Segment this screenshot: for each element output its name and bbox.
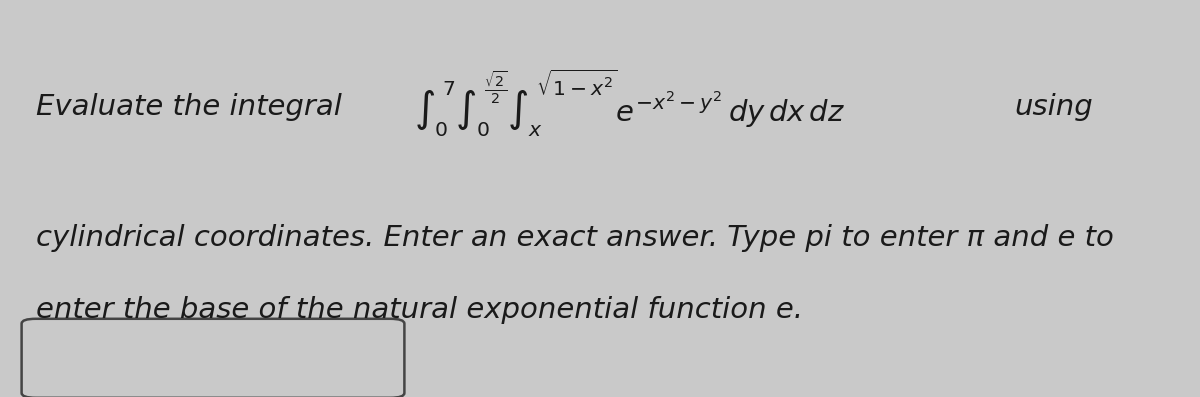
- Text: cylindrical coordinates. Enter an exact answer. Type pi to enter π and e to: cylindrical coordinates. Enter an exact …: [36, 224, 1114, 252]
- Text: enter the base of the natural exponential function e.: enter the base of the natural exponentia…: [36, 296, 803, 324]
- Text: using: using: [1014, 93, 1093, 121]
- FancyBboxPatch shape: [22, 319, 404, 397]
- Text: Evaluate the integral: Evaluate the integral: [36, 93, 342, 121]
- Text: $\int_0^{\,7} \int_0^{\,\frac{\sqrt{2}}{2}} \int_x^{\,\sqrt{1-x^2}} e^{-x^2-y^2}: $\int_0^{\,7} \int_0^{\,\frac{\sqrt{2}}{…: [414, 67, 845, 139]
